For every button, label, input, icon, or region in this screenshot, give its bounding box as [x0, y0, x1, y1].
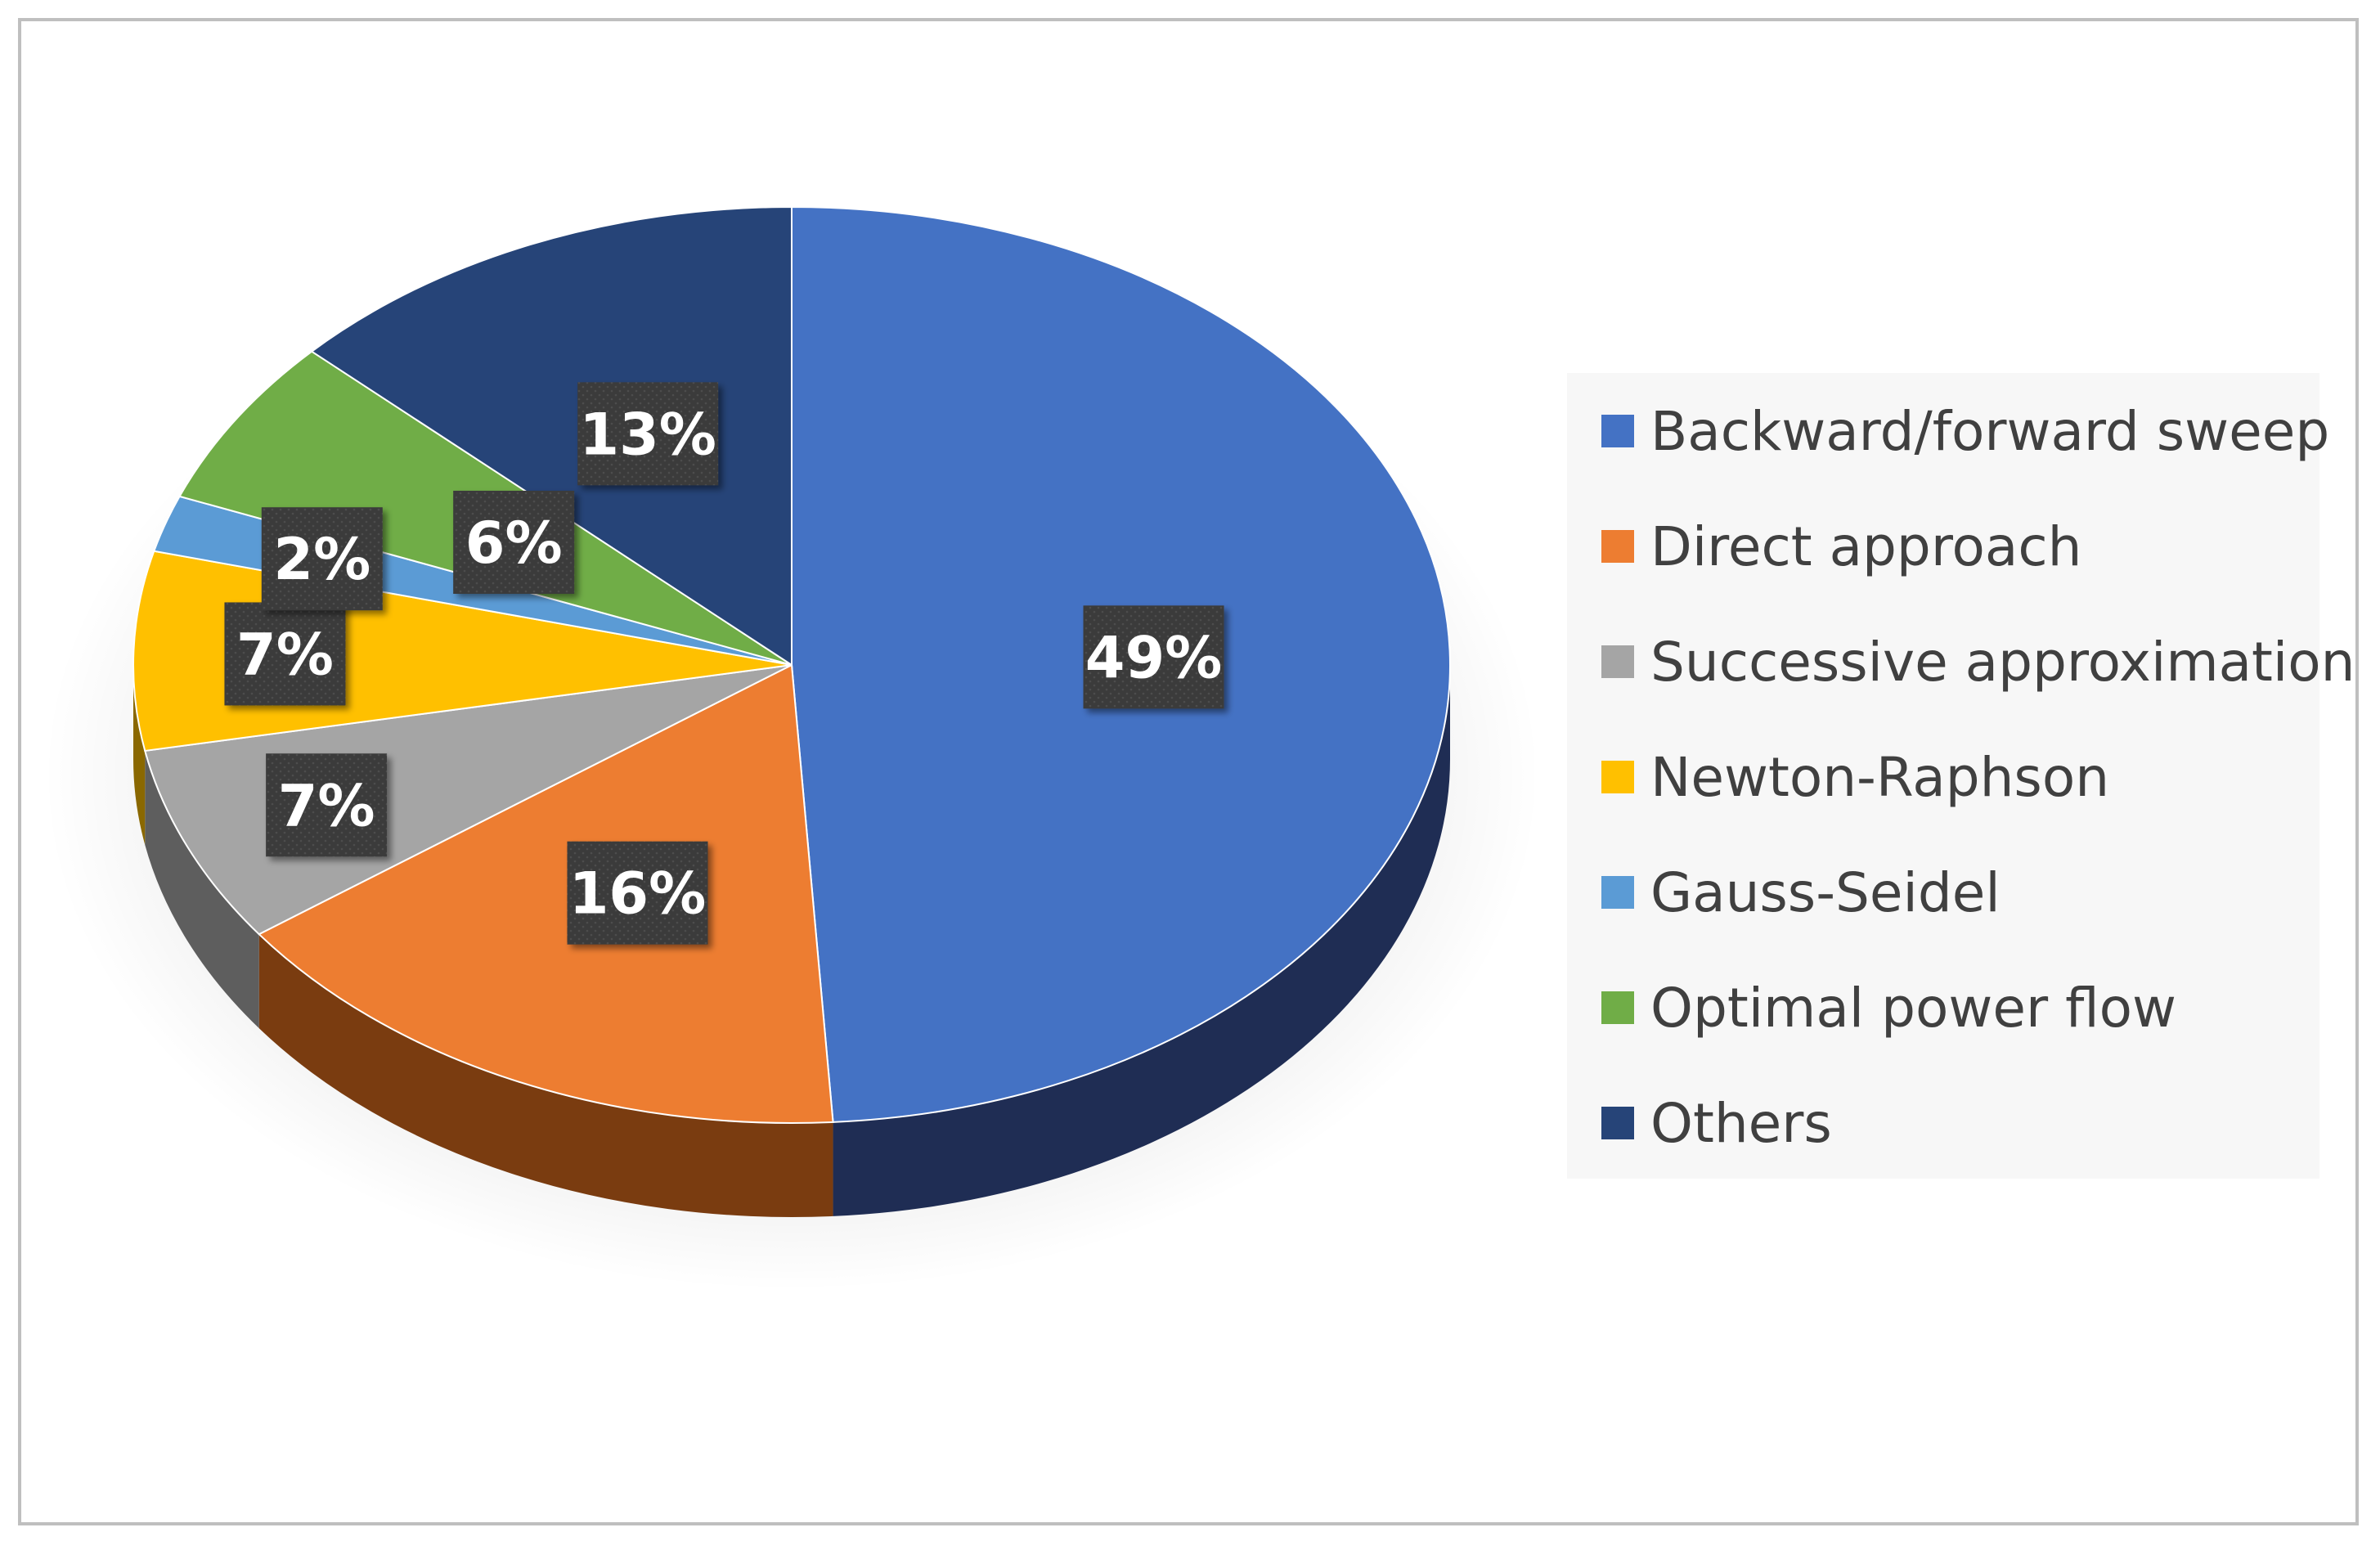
- data-label-box: [453, 490, 575, 594]
- legend-label: Optimal power flow: [1650, 977, 2176, 1040]
- data-label-backward-forward-sweep: 49%: [1083, 605, 1224, 709]
- data-label-value: 7%: [278, 772, 375, 839]
- legend-item-gauss-seidel: Gauss-Seidel: [1601, 861, 2001, 924]
- data-label-value: 13%: [579, 401, 716, 468]
- legend-label: Direct approach: [1650, 515, 2081, 578]
- legend-swatch: [1601, 761, 1634, 793]
- legend-swatch: [1601, 876, 1634, 909]
- pie-side-direct-approach: [258, 934, 833, 1218]
- legend-swatch: [1601, 1107, 1634, 1139]
- legend-swatch: [1601, 530, 1634, 563]
- pie-side-backward-forward-sweep: [833, 665, 1450, 1216]
- legend-swatch: [1601, 415, 1634, 447]
- pie-slice-successive-approximation: [143, 664, 793, 936]
- data-label-gauss-seidel: 2%: [261, 507, 383, 611]
- legend-item-newton-raphson: Newton-Raphson: [1601, 746, 2109, 809]
- pie-slice-direct-approach: [258, 663, 834, 1124]
- legend-item-others: Others: [1601, 1092, 1832, 1155]
- data-label-newton-raphson: 7%: [224, 602, 346, 706]
- legend-item-successive-approximation: Successive approximation: [1601, 631, 2355, 694]
- legend-label: Successive approximation: [1650, 631, 2355, 694]
- pie-slice-others: [310, 205, 793, 667]
- data-label-box: [577, 382, 719, 486]
- legend-label: Gauss-Seidel: [1650, 861, 2001, 924]
- legend-label: Others: [1650, 1092, 1832, 1155]
- legend-item-optimal-power-flow: Optimal power flow: [1601, 977, 2176, 1040]
- legend-label: Newton-Raphson: [1650, 746, 2109, 809]
- legend-label: Backward/forward sweep: [1650, 400, 2329, 463]
- data-label-box: [1083, 605, 1224, 709]
- data-label-value: 49%: [1085, 624, 1223, 691]
- legend: Backward/forward sweep Direct approach Suc…: [1567, 373, 2355, 1179]
- legend-background: [1567, 373, 2319, 1179]
- data-label-value: 6%: [465, 510, 563, 577]
- data-label-box: [261, 507, 383, 611]
- data-label-box: [224, 602, 346, 706]
- legend-swatch: [1601, 645, 1634, 678]
- legend-item-backward-forward-sweep: Backward/forward sweep: [1601, 400, 2329, 463]
- pie-side-successive-approximation: [145, 750, 259, 1029]
- data-label-direct-approach: 16%: [567, 841, 708, 945]
- data-label-optimal-power-flow: 6%: [453, 490, 575, 594]
- data-label-successive-approximation: 7%: [266, 753, 388, 857]
- data-label-value: 16%: [569, 860, 707, 928]
- data-label-value: 7%: [236, 621, 334, 688]
- data-label-box: [567, 841, 708, 945]
- legend-item-direct-approach: Direct approach: [1601, 515, 2081, 578]
- data-label-box: [266, 753, 388, 857]
- pie-data-labels: 49% 16% 7% 7% 2% 6%13%: [224, 382, 1224, 945]
- data-label-others: 13%: [577, 382, 719, 486]
- data-label-value: 2%: [273, 526, 370, 593]
- legend-swatch: [1601, 991, 1634, 1024]
